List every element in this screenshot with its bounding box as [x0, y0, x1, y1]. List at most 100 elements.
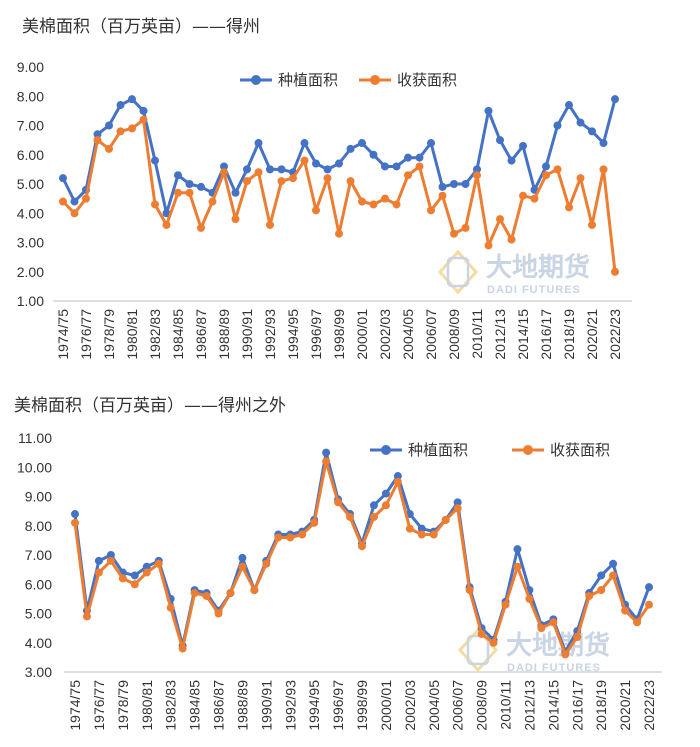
x-tick-label: 1992/93	[282, 680, 298, 731]
data-point-harvested	[238, 562, 247, 571]
data-point-planted	[369, 501, 378, 510]
y-tick-label: 10.00	[17, 459, 52, 475]
data-point-harvested	[298, 530, 307, 539]
y-tick-label: 6.00	[25, 576, 52, 592]
x-tick-label: 2022/23	[607, 309, 623, 360]
x-tick-label: 1998/99	[331, 309, 347, 360]
x-tick-label: 2000/01	[354, 309, 370, 360]
data-point-harvested	[477, 629, 486, 638]
y-tick-label: 7.00	[25, 547, 52, 563]
data-point-harvested	[484, 241, 493, 250]
data-point-harvested	[465, 586, 474, 595]
data-point-harvested	[381, 501, 390, 510]
data-point-planted	[542, 162, 550, 171]
x-tick-label: 2018/19	[593, 680, 609, 731]
data-point-planted	[645, 583, 653, 592]
data-point-planted	[393, 472, 402, 481]
y-tick-label: 3.00	[25, 664, 52, 680]
data-point-harvested	[59, 197, 67, 206]
data-point-harvested	[501, 600, 510, 609]
data-point-harvested	[106, 556, 115, 565]
x-tick-label: 1986/87	[211, 680, 227, 731]
chart-canvas: 3.00 4.00 5.00 6.00 7.00 8.00 9.00 10.00 11.00 19…	[17, 430, 662, 731]
data-point-harvested	[220, 168, 228, 177]
data-point-harvested	[553, 165, 562, 174]
legend-label: 种植面积	[408, 441, 468, 459]
x-tick-label: 2016/17	[569, 680, 585, 731]
x-tick-label: 2004/05	[400, 309, 416, 360]
data-point-harvested	[139, 115, 148, 124]
legend-swatch-marker	[251, 75, 261, 85]
data-point-harvested	[286, 533, 295, 542]
x-tick-label: 2016/17	[538, 309, 554, 360]
data-point-harvested	[335, 229, 343, 238]
x-tick-label: 2006/07	[450, 680, 466, 731]
data-point-harvested	[549, 618, 558, 627]
data-point-harvested	[71, 518, 79, 527]
data-point-harvested	[70, 209, 79, 218]
data-point-planted	[59, 174, 67, 183]
data-point-harvested	[82, 194, 90, 203]
data-point-harvested	[405, 524, 414, 533]
data-point-planted	[174, 171, 182, 180]
data-point-harvested	[369, 512, 378, 521]
data-point-planted	[116, 101, 125, 110]
x-tick-label: 1976/77	[91, 680, 107, 731]
data-point-harvested	[130, 580, 139, 589]
data-point-harvested	[250, 586, 259, 595]
x-tick-label: 2022/23	[641, 680, 657, 731]
data-point-planted	[266, 165, 274, 174]
x-tick-label: 2002/03	[377, 309, 393, 360]
y-tick-label: 7.00	[17, 118, 44, 134]
data-point-harvested	[525, 594, 534, 603]
legend-label: 种植面积	[278, 71, 338, 89]
data-point-planted	[484, 106, 493, 115]
data-point-planted	[588, 127, 596, 136]
data-point-planted	[450, 180, 458, 188]
data-point-harvested	[300, 156, 309, 165]
x-tick-label: 2012/13	[492, 309, 508, 360]
data-point-harvested	[573, 632, 582, 641]
data-point-planted	[71, 510, 79, 519]
x-tick-label: 2014/15	[545, 680, 561, 731]
data-point-harvested	[277, 177, 286, 186]
data-point-planted	[599, 139, 608, 148]
x-tick-label: 1982/83	[163, 680, 179, 731]
data-point-harvested	[190, 589, 199, 598]
data-point-planted	[565, 101, 573, 110]
x-tick-label: 1976/77	[78, 309, 94, 360]
data-point-planted	[323, 165, 332, 174]
legend-swatch-marker	[370, 75, 380, 85]
data-point-planted	[322, 448, 331, 457]
x-tick-label: 1994/95	[306, 680, 322, 731]
data-point-harvested	[542, 171, 550, 180]
data-point-harvested	[208, 197, 217, 206]
series-line-planted	[73, 451, 651, 653]
data-point-planted	[94, 556, 103, 565]
data-point-harvested	[312, 206, 320, 215]
x-tick-label: 2006/07	[423, 309, 439, 360]
y-tick-label: 5.00	[25, 606, 52, 622]
y-tick-label: 4.00	[17, 205, 44, 221]
x-tick-label: 1998/99	[354, 680, 370, 731]
x-tick-label: 1988/89	[234, 680, 250, 731]
data-point-planted	[369, 150, 378, 159]
chart-outside-texas: 美棉面积（百万英亩）——得州之外 3.00 4.00 5.00 6.00 7.00 8.0…	[0, 374, 700, 747]
x-tick-label: 1978/79	[115, 680, 131, 731]
data-point-harvested	[633, 618, 642, 627]
data-point-harvested	[197, 223, 205, 232]
data-point-harvested	[427, 206, 435, 215]
data-point-harvested	[82, 612, 91, 621]
data-point-planted	[427, 139, 435, 148]
y-tick-label: 9.00	[25, 489, 52, 505]
data-point-harvested	[415, 162, 424, 171]
data-point-harvested	[438, 191, 447, 200]
data-point-planted	[243, 165, 251, 174]
data-point-harvested	[450, 229, 458, 238]
data-point-harvested	[226, 589, 235, 598]
data-point-harvested	[507, 235, 516, 244]
data-point-planted	[300, 139, 309, 148]
data-point-harvested	[599, 165, 608, 174]
data-point-harvested	[441, 515, 450, 524]
